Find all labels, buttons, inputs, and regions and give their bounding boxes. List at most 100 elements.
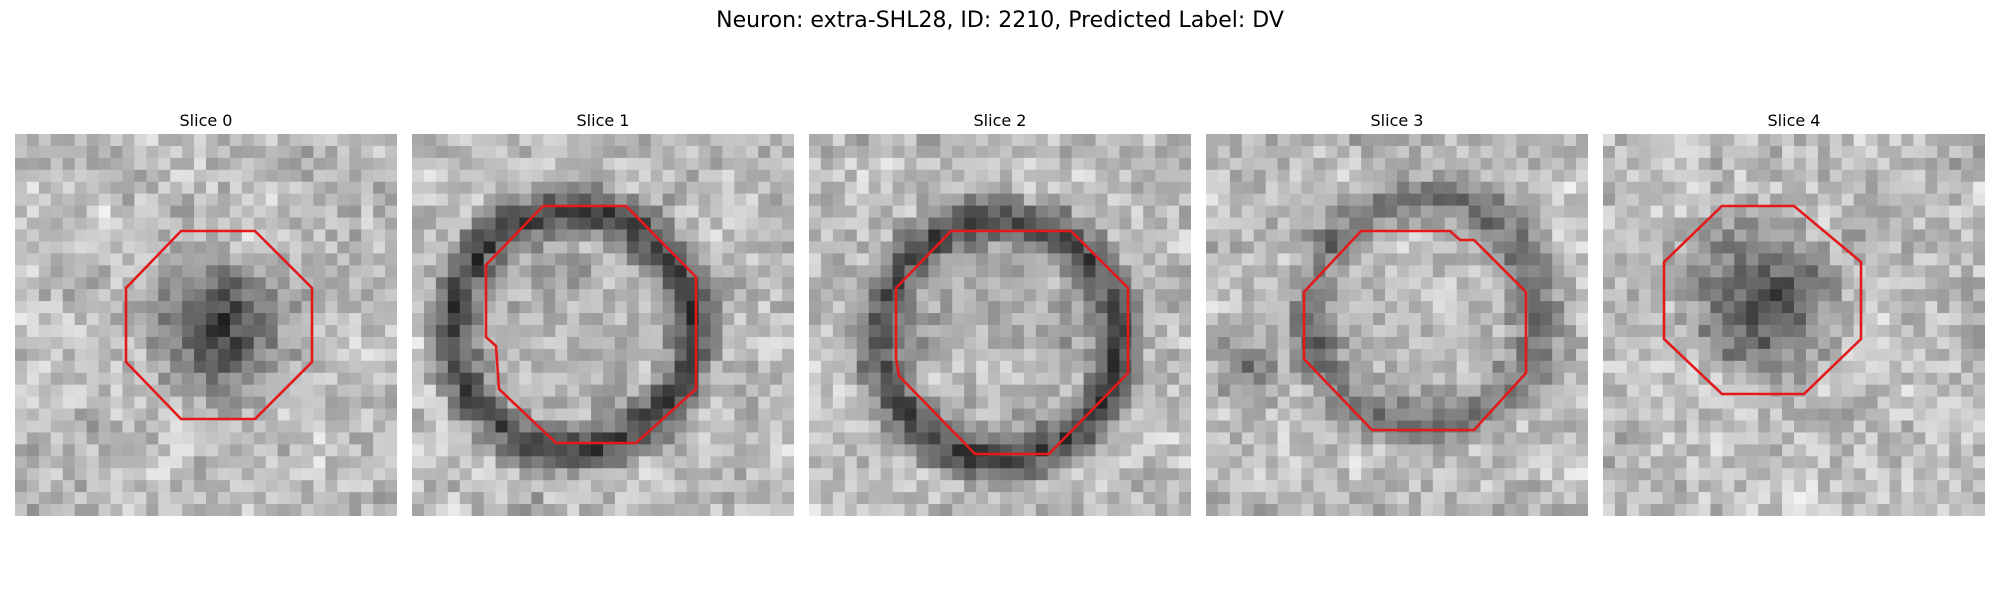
image-pixel — [952, 480, 965, 493]
image-pixel — [555, 181, 568, 195]
image-pixel — [1626, 384, 1640, 398]
image-pixel — [313, 241, 326, 254]
image-pixel — [1385, 348, 1398, 362]
image-pixel — [15, 301, 28, 314]
image-pixel — [1564, 313, 1577, 326]
image-pixel — [1504, 372, 1517, 386]
image-pixel — [758, 265, 771, 278]
image-pixel — [1492, 444, 1506, 457]
image-pixel — [809, 325, 822, 338]
image-pixel — [1603, 396, 1616, 410]
image-pixel — [1000, 504, 1013, 516]
image-pixel — [940, 289, 953, 302]
image-pixel — [1698, 265, 1712, 278]
image-pixel — [1877, 157, 1891, 171]
image-pixel — [579, 456, 592, 469]
image-pixel — [206, 145, 219, 159]
image-pixel — [614, 289, 628, 302]
image-pixel — [1179, 229, 1191, 243]
image-pixel — [734, 408, 747, 422]
image-pixel — [1925, 348, 1938, 362]
image-pixel — [507, 480, 521, 493]
image-pixel — [301, 265, 315, 278]
image-pixel — [746, 492, 759, 505]
image-pixel — [579, 169, 592, 183]
image-pixel — [1925, 157, 1938, 171]
image-pixel — [253, 456, 267, 469]
image-pixel — [555, 444, 568, 457]
image-pixel — [868, 289, 882, 302]
image-pixel — [567, 241, 580, 254]
image-pixel — [1265, 372, 1279, 386]
image-pixel — [1961, 396, 1974, 410]
image-pixel — [62, 480, 76, 493]
image-pixel — [1420, 456, 1434, 469]
image-pixel — [1576, 372, 1588, 386]
image-pixel — [519, 229, 532, 243]
image-pixel — [495, 504, 509, 516]
image-pixel — [1432, 205, 1446, 219]
image-pixel — [1456, 384, 1470, 398]
image-pixel — [844, 408, 858, 422]
image-pixel — [170, 384, 183, 398]
image-pixel — [809, 217, 822, 231]
image-pixel — [650, 444, 664, 457]
image-pixel — [1456, 301, 1470, 314]
image-pixel — [412, 145, 425, 159]
image-pixel — [686, 205, 700, 219]
image-pixel — [98, 372, 112, 386]
image-pixel — [770, 253, 783, 266]
image-pixel — [531, 432, 544, 445]
image-pixel — [50, 432, 64, 445]
image-pixel — [373, 360, 386, 374]
image-pixel — [1973, 181, 1985, 195]
image-pixel — [1937, 396, 1950, 410]
image-pixel — [1385, 157, 1398, 171]
image-pixel — [1167, 181, 1180, 195]
image-pixel — [650, 217, 664, 231]
image-pixel — [1638, 348, 1652, 362]
image-pixel — [158, 193, 171, 207]
image-pixel — [734, 384, 747, 398]
image-pixel — [868, 229, 882, 243]
image-pixel — [1937, 408, 1950, 422]
image-pixel — [710, 253, 723, 266]
image-pixel — [1420, 325, 1434, 338]
image-pixel — [1925, 301, 1938, 314]
image-pixel — [1817, 336, 1831, 350]
image-pixel — [1408, 444, 1422, 457]
image-pixel — [1229, 408, 1243, 422]
image-pixel — [952, 241, 965, 254]
image-pixel — [543, 217, 556, 231]
image-pixel — [1444, 277, 1458, 290]
image-pixel — [265, 313, 279, 326]
image-pixel — [892, 372, 906, 386]
image-pixel — [373, 217, 386, 231]
image-pixel — [1408, 372, 1422, 386]
image-pixel — [1313, 396, 1326, 410]
image-pixel — [722, 265, 735, 278]
image-pixel — [62, 372, 76, 386]
image-pixel — [1155, 301, 1168, 314]
image-pixel — [1758, 420, 1771, 434]
image-pixel — [519, 456, 532, 469]
image-pixel — [110, 265, 124, 278]
image-pixel — [1770, 325, 1783, 338]
image-pixel — [638, 313, 652, 326]
image-pixel — [483, 193, 497, 207]
image-pixel — [722, 241, 735, 254]
image-pixel — [892, 229, 906, 243]
image-pixel — [1373, 325, 1386, 338]
image-pixel — [1480, 217, 1494, 231]
image-pixel — [1095, 504, 1109, 516]
image-pixel — [337, 241, 350, 254]
image-pixel — [1206, 253, 1219, 266]
image-pixel — [50, 408, 64, 422]
image-pixel — [1817, 265, 1831, 278]
image-pixel — [638, 348, 652, 362]
image-pixel — [289, 157, 303, 171]
image-pixel — [98, 456, 112, 469]
image-pixel — [1397, 134, 1410, 147]
image-pixel — [662, 360, 676, 374]
image-pixel — [459, 289, 473, 302]
